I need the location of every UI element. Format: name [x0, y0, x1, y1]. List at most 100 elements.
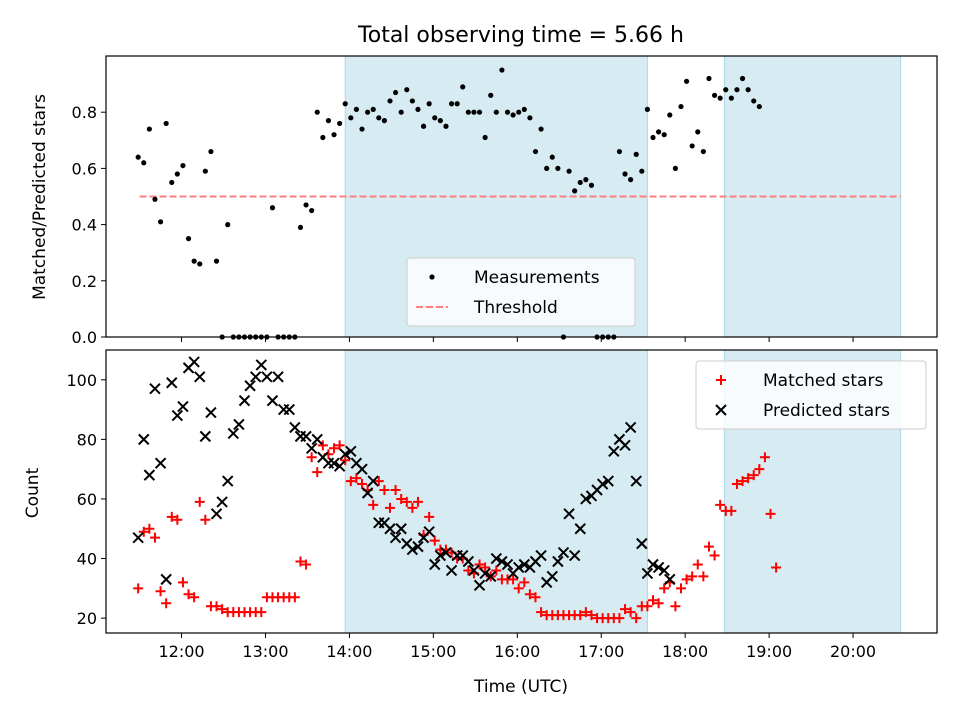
measurement-point — [521, 106, 527, 112]
predicted-star-point — [149, 383, 161, 395]
measurement-point — [348, 115, 354, 121]
measurement-point — [202, 168, 208, 174]
predicted-star-point — [580, 493, 592, 505]
predicted-star-point — [574, 523, 586, 535]
measurement-point — [566, 168, 572, 174]
predicted-star-point — [412, 540, 424, 553]
measurement-point — [706, 75, 712, 82]
predicted-star-point — [227, 427, 240, 440]
measurement-point — [392, 89, 399, 96]
measurement-point — [711, 92, 718, 98]
predicted-star-point — [166, 377, 178, 389]
measurement-point — [387, 98, 393, 104]
measurement-point — [678, 103, 684, 110]
matched-star-point — [194, 496, 205, 507]
measurement-point — [633, 151, 639, 157]
measurement-point — [163, 120, 169, 127]
matched-star-point — [620, 604, 631, 615]
measurement-point — [420, 123, 427, 129]
matched-star-point — [138, 526, 149, 537]
measurement-point — [639, 168, 645, 174]
predicted-star-point — [619, 439, 631, 452]
measurement-point — [650, 134, 656, 141]
matched-star-point — [491, 565, 502, 576]
predicted-star-point — [608, 445, 620, 457]
matched-star-point — [211, 601, 222, 612]
measurement-point — [443, 123, 449, 129]
matched-star-point — [698, 571, 709, 582]
matched-star-point — [306, 452, 317, 463]
measurement-point — [331, 132, 337, 138]
measurement-point — [174, 171, 180, 177]
predicted-star-point — [238, 394, 251, 407]
predicted-star-point — [630, 475, 642, 487]
axes-frame — [105, 349, 938, 634]
measurement-point — [661, 132, 667, 138]
matched-star-point — [368, 499, 379, 510]
measurement-point — [365, 109, 371, 115]
measurement-point — [683, 78, 690, 84]
measurement-point — [572, 188, 578, 194]
measurement-point — [616, 148, 623, 155]
matched-star-point — [625, 607, 636, 618]
axes-frame — [105, 55, 938, 338]
matched-star-point — [412, 496, 423, 507]
measurement-point — [213, 258, 220, 264]
measurement-point — [135, 154, 141, 160]
x-tick-label: 15:00 — [410, 642, 456, 661]
measurement-point — [516, 109, 522, 115]
matched-star-point — [681, 574, 692, 585]
matched-star-point — [765, 508, 776, 519]
measurement-point — [734, 87, 740, 93]
bottom-y-axis-label: Count — [23, 467, 43, 518]
matched-star-point — [709, 550, 720, 561]
measurement-point — [370, 106, 376, 112]
predicted-star-point — [395, 523, 407, 535]
y-tick-label: 100 — [66, 371, 97, 390]
measurement-point — [426, 101, 432, 107]
matched-star-point — [759, 452, 770, 463]
matched-star-point — [144, 523, 155, 534]
legend-label: Matched stars — [763, 371, 883, 391]
y-tick-label: 0.8 — [72, 103, 97, 122]
measurement-point — [169, 179, 175, 186]
matched-star-point — [340, 455, 351, 466]
measurement-point — [723, 87, 729, 93]
measurement-point — [157, 219, 164, 225]
matched-star-point — [642, 601, 653, 612]
measurement-point — [398, 109, 404, 115]
predicted-star-point — [305, 442, 318, 455]
legend-label: Predicted stars — [763, 401, 890, 421]
predicted-star-point — [479, 567, 491, 580]
measurement-point — [141, 160, 147, 166]
predicted-star-point — [361, 487, 374, 499]
x-tick-label: 19:00 — [746, 642, 792, 661]
measurement-point — [342, 101, 348, 107]
matched-star-point — [424, 511, 435, 522]
matched-star-point — [463, 565, 474, 576]
count-panel: 12:00 13:00 14:00 15:00 16:00 17:00 18:00 19:00… — [66, 349, 938, 661]
matched-star-point — [748, 470, 759, 481]
predicted-star-point — [664, 573, 676, 586]
matched-star-point — [166, 511, 177, 522]
measurement-point — [146, 126, 152, 132]
measurement-point — [197, 261, 203, 267]
matched-star-point — [524, 589, 535, 600]
matched-star-point — [631, 613, 642, 624]
matched-star-point — [334, 440, 345, 451]
matched-star-point — [731, 479, 742, 490]
predicted-star-point — [205, 406, 217, 419]
predicted-star-point — [261, 371, 273, 383]
measurement-point — [415, 106, 421, 112]
measurement-point — [622, 171, 628, 177]
matched-star-point — [301, 559, 312, 570]
observing-interval — [344, 349, 648, 634]
predicted-star-point — [636, 537, 648, 550]
predicted-star-point — [244, 380, 256, 392]
measurement-point — [504, 109, 511, 115]
measurement-point — [359, 126, 365, 132]
matched-star-point — [519, 577, 530, 588]
measurement-point — [325, 118, 332, 124]
predicted-star-point — [143, 469, 156, 481]
matched-star-point — [743, 473, 754, 484]
